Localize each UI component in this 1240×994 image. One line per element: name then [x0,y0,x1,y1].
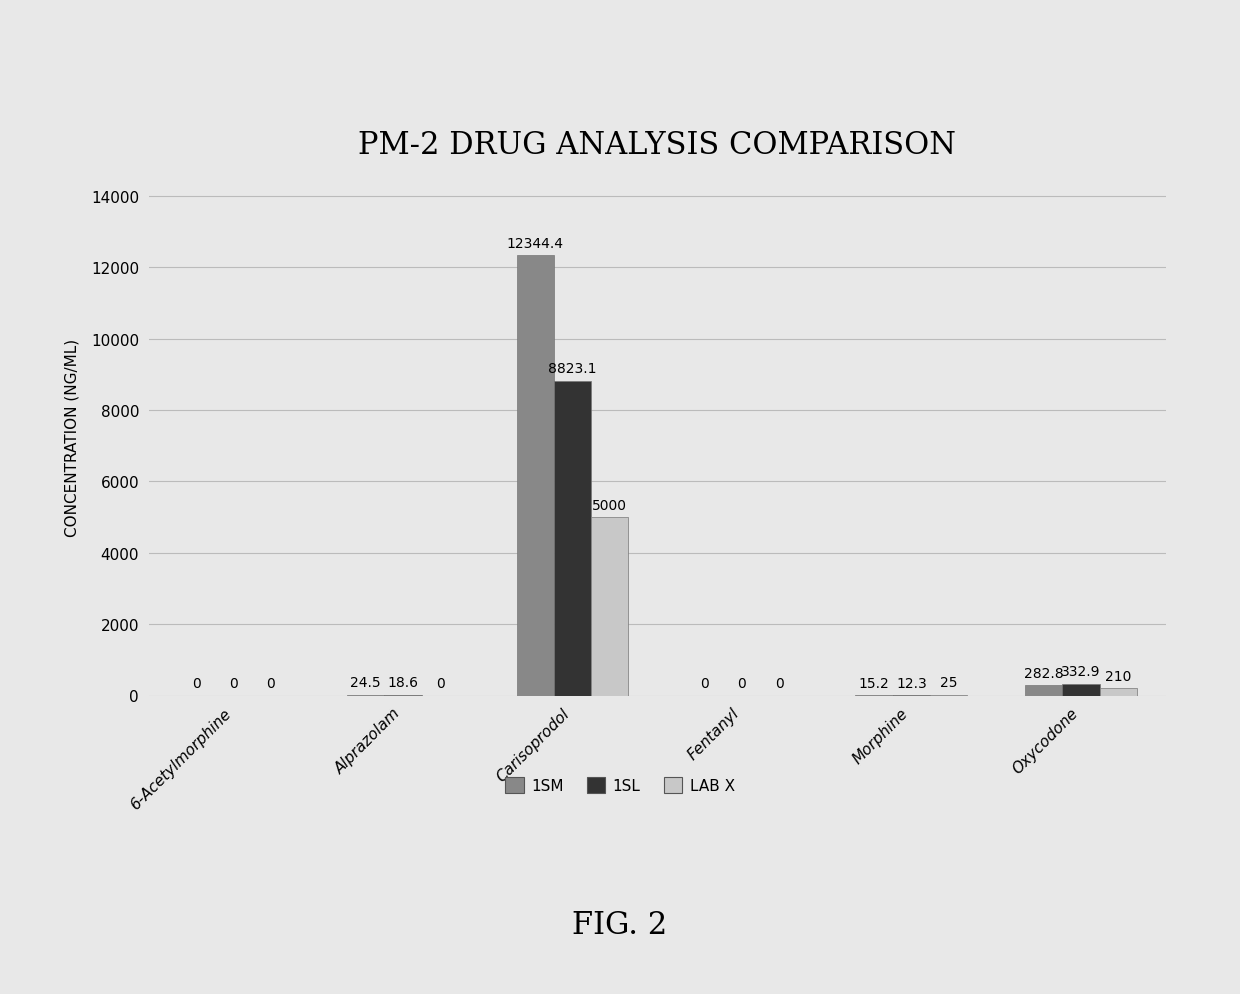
Text: 24.5: 24.5 [351,676,381,690]
Text: 332.9: 332.9 [1061,665,1101,679]
Text: 12344.4: 12344.4 [507,237,564,250]
Text: 15.2: 15.2 [859,676,889,690]
Text: 0: 0 [775,677,784,691]
Text: 0: 0 [229,677,238,691]
Bar [1100,688,1137,696]
Bar [1025,686,1063,696]
Title: PM-2 DRUG ANALYSIS COMPARISON: PM-2 DRUG ANALYSIS COMPARISON [358,130,956,161]
Bar [591,518,629,696]
Text: 282.8: 282.8 [1024,666,1064,680]
Bar [517,255,554,696]
Text: 210: 210 [1105,669,1131,683]
Legend: 1SM, 1SL, LAB X: 1SM, 1SL, LAB X [500,771,740,799]
Text: 0: 0 [701,677,709,691]
Text: 12.3: 12.3 [897,676,926,690]
Text: FIG. 2: FIG. 2 [573,909,667,940]
Text: 0: 0 [738,677,746,691]
Bar [554,382,591,696]
Text: 0: 0 [267,677,275,691]
Text: 25: 25 [940,676,957,690]
Y-axis label: CONCENTRATION (NG/ML): CONCENTRATION (NG/ML) [64,338,79,537]
Text: 0: 0 [192,677,201,691]
Text: 0: 0 [436,677,445,691]
Text: 5000: 5000 [593,498,627,512]
Text: 18.6: 18.6 [387,676,418,690]
Bar [1063,684,1100,696]
Text: 8823.1: 8823.1 [548,362,596,376]
